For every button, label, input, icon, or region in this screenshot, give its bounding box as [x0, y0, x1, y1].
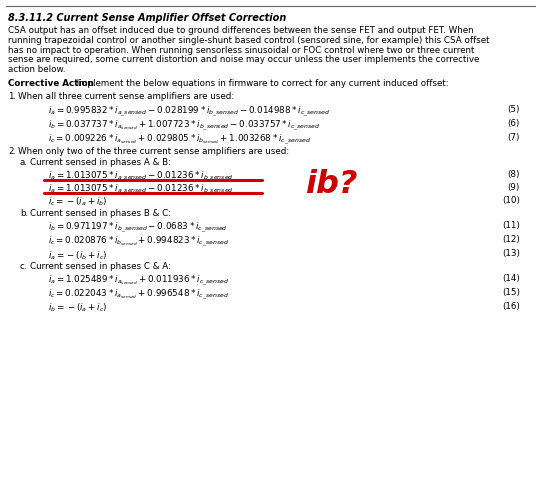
Text: ib?: ib? [305, 169, 358, 200]
Text: $i_a = 1.025489*i_{a_{sensed}} + 0.011936*i_{c\_sensed}$: $i_a = 1.025489*i_{a_{sensed}} + 0.01193… [48, 274, 229, 288]
Text: (10): (10) [502, 196, 520, 205]
Text: 1.: 1. [8, 92, 16, 101]
Text: Current sensed in phases C & A:: Current sensed in phases C & A: [30, 262, 171, 271]
Text: $i_a = 1.013075*i_{a\_sensed} - 0.01236*i_{b\_sensed}$: $i_a = 1.013075*i_{a\_sensed} - 0.01236*… [48, 183, 234, 197]
Text: (9): (9) [507, 183, 520, 192]
Text: Current sensed in phases A & B:: Current sensed in phases A & B: [30, 158, 171, 167]
Text: c.: c. [20, 262, 28, 271]
Text: a.: a. [20, 158, 28, 167]
Text: 8.3.11.2 Current Sense Amplifier Offset Correction: 8.3.11.2 Current Sense Amplifier Offset … [8, 13, 286, 23]
Text: $i_c = 0.020876*i_{b_{sensed}} + 0.994823*i_{c\_sensed}$: $i_c = 0.020876*i_{b_{sensed}} + 0.99482… [48, 235, 229, 250]
Text: (5): (5) [507, 105, 520, 114]
Text: $i_a = -(i_b + i_c)$: $i_a = -(i_b + i_c)$ [48, 249, 108, 262]
Text: (14): (14) [502, 274, 520, 283]
Text: : Implement the below equations in firmware to correct for any current induced o: : Implement the below equations in firmw… [71, 79, 448, 88]
Text: (12): (12) [502, 235, 520, 244]
Text: CSA output has an offset induced due to ground differences between the sense FET: CSA output has an offset induced due to … [8, 26, 473, 35]
Text: $i_a = 1.013075*i_{a\_sensed} - 0.01236*i_{b\_sensed}$: $i_a = 1.013075*i_{a\_sensed} - 0.01236*… [48, 170, 234, 184]
Text: (16): (16) [502, 302, 520, 311]
Text: $i_a = 0.995832*i_{a\_sensed} - 0.028199*i_{b\_sensed} - 0.014988*i_{c\_sensed}$: $i_a = 0.995832*i_{a\_sensed} - 0.028199… [48, 105, 331, 120]
Text: $i_b = 0.037737*i_{a_{sensed}} + 1.007723*i_{b\_sensed} - 0.033757*i_{c\_sensed}: $i_b = 0.037737*i_{a_{sensed}} + 1.00772… [48, 119, 320, 133]
Text: b.: b. [20, 209, 28, 218]
Text: $i_c = 0.009226*i_{a_{sensed}} + 0.029805*i_{b_{sensed}} + 1.003268*i_{c\_sensed: $i_c = 0.009226*i_{a_{sensed}} + 0.02980… [48, 133, 311, 147]
Text: has no impact to operation. When running sensorless sinusoidal or FOC control wh: has no impact to operation. When running… [8, 46, 474, 55]
Text: Current sensed in phases B & C:: Current sensed in phases B & C: [30, 209, 171, 218]
Text: (7): (7) [507, 133, 520, 142]
Text: action below.: action below. [8, 65, 65, 74]
Text: running trapezoidal control or another single-shunt based control (sensored sine: running trapezoidal control or another s… [8, 36, 490, 45]
Text: $i_c = 0.022043*i_{a_{sensed}} + 0.996548*i_{c\_sensed}$: $i_c = 0.022043*i_{a_{sensed}} + 0.99654… [48, 288, 229, 302]
Text: When all three current sense amplifiers are used:: When all three current sense amplifiers … [18, 92, 234, 101]
Text: (6): (6) [507, 119, 520, 128]
Text: $i_c = -(i_a + i_b)$: $i_c = -(i_a + i_b)$ [48, 196, 108, 208]
Text: Corrective Action: Corrective Action [8, 79, 94, 88]
Text: (8): (8) [507, 170, 520, 179]
Text: (11): (11) [502, 221, 520, 230]
Text: $i_b = -(i_a + i_c)$: $i_b = -(i_a + i_c)$ [48, 302, 108, 314]
Text: (15): (15) [502, 288, 520, 297]
Text: When only two of the three current sense amplifiers are used:: When only two of the three current sense… [18, 147, 289, 156]
Text: 2.: 2. [8, 147, 16, 156]
Text: sense are required, some current distortion and noise may occur unless the user : sense are required, some current distort… [8, 55, 479, 64]
Text: $i_b = 0.971197*i_{b\_sensed} - 0.0683*i_{c\_sensed}$: $i_b = 0.971197*i_{b\_sensed} - 0.0683*i… [48, 221, 228, 236]
Text: (13): (13) [502, 249, 520, 258]
